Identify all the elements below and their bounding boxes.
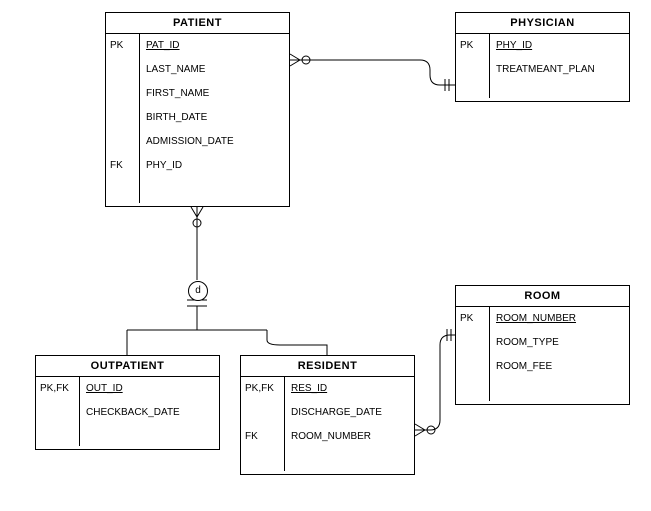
entity-title: OUTPATIENT <box>36 356 219 377</box>
key-cell: PK <box>456 307 489 331</box>
key-cell <box>106 130 139 154</box>
attr-cell: LAST_NAME <box>140 58 289 82</box>
key-cell <box>456 355 489 379</box>
attr-column: PAT_ID LAST_NAME FIRST_NAME BIRTH_DATE A… <box>140 34 289 203</box>
key-column: PK <box>456 34 490 98</box>
attr-cell: OUT_ID <box>86 383 123 394</box>
key-cell: PK,FK <box>241 377 284 401</box>
key-column: PK,FK <box>36 377 80 446</box>
entity-title: ROOM <box>456 286 629 307</box>
attr-cell: ADMISSION_DATE <box>140 130 289 154</box>
attr-column: ROOM_NUMBER ROOM_TYPE ROOM_FEE <box>490 307 629 401</box>
er-diagram-canvas: d PATIENT PK FK PAT_ID LAST_NAME FIRST_N… <box>0 0 651 511</box>
key-column: PK FK <box>106 34 140 203</box>
entity-room: ROOM PK ROOM_NUMBER ROOM_TYPE ROOM_FEE <box>455 285 630 405</box>
key-cell <box>106 82 139 106</box>
attr-cell: PHY_ID <box>140 154 289 178</box>
key-cell: FK <box>241 425 284 449</box>
key-cell <box>456 58 489 82</box>
key-column: PK,FK FK <box>241 377 285 471</box>
entity-outpatient: OUTPATIENT PK,FK OUT_ID CHECKBACK_DATE <box>35 355 220 450</box>
key-cell: FK <box>106 154 139 178</box>
key-cell <box>36 401 79 425</box>
connector-patient-physician <box>290 54 455 91</box>
attr-column: RES_ID DISCHARGE_DATE ROOM_NUMBER <box>285 377 414 471</box>
attr-cell: ROOM_TYPE <box>490 331 629 355</box>
entity-patient: PATIENT PK FK PAT_ID LAST_NAME FIRST_NAM… <box>105 12 290 207</box>
attr-cell: PAT_ID <box>146 40 180 51</box>
entity-physician: PHYSICIAN PK PHY_ID TREATMEANT_PLAN <box>455 12 630 102</box>
attr-cell: CHECKBACK_DATE <box>80 401 219 425</box>
key-cell <box>106 58 139 82</box>
attr-cell: RES_ID <box>291 383 327 394</box>
connector-patient-subtype <box>127 207 327 355</box>
key-cell: PK <box>456 34 489 58</box>
attr-cell: DISCHARGE_DATE <box>285 401 414 425</box>
disjoint-symbol: d <box>188 281 208 301</box>
key-cell <box>241 401 284 425</box>
attr-cell: FIRST_NAME <box>140 82 289 106</box>
attr-cell: PHY_ID <box>496 40 532 51</box>
attr-cell: ROOM_NUMBER <box>285 425 414 449</box>
attr-cell: BIRTH_DATE <box>140 106 289 130</box>
attr-cell: ROOM_FEE <box>490 355 629 379</box>
entity-title: PATIENT <box>106 13 289 34</box>
key-column: PK <box>456 307 490 401</box>
key-cell <box>106 106 139 130</box>
key-cell: PK,FK <box>36 377 79 401</box>
attr-cell: TREATMEANT_PLAN <box>490 58 629 82</box>
attr-cell: ROOM_NUMBER <box>496 313 576 324</box>
connector-resident-room <box>415 329 455 436</box>
entity-resident: RESIDENT PK,FK FK RES_ID DISCHARGE_DATE … <box>240 355 415 475</box>
key-cell: PK <box>106 34 139 58</box>
key-cell <box>456 331 489 355</box>
attr-column: OUT_ID CHECKBACK_DATE <box>80 377 219 446</box>
entity-title: RESIDENT <box>241 356 414 377</box>
entity-title: PHYSICIAN <box>456 13 629 34</box>
attr-column: PHY_ID TREATMEANT_PLAN <box>490 34 629 98</box>
